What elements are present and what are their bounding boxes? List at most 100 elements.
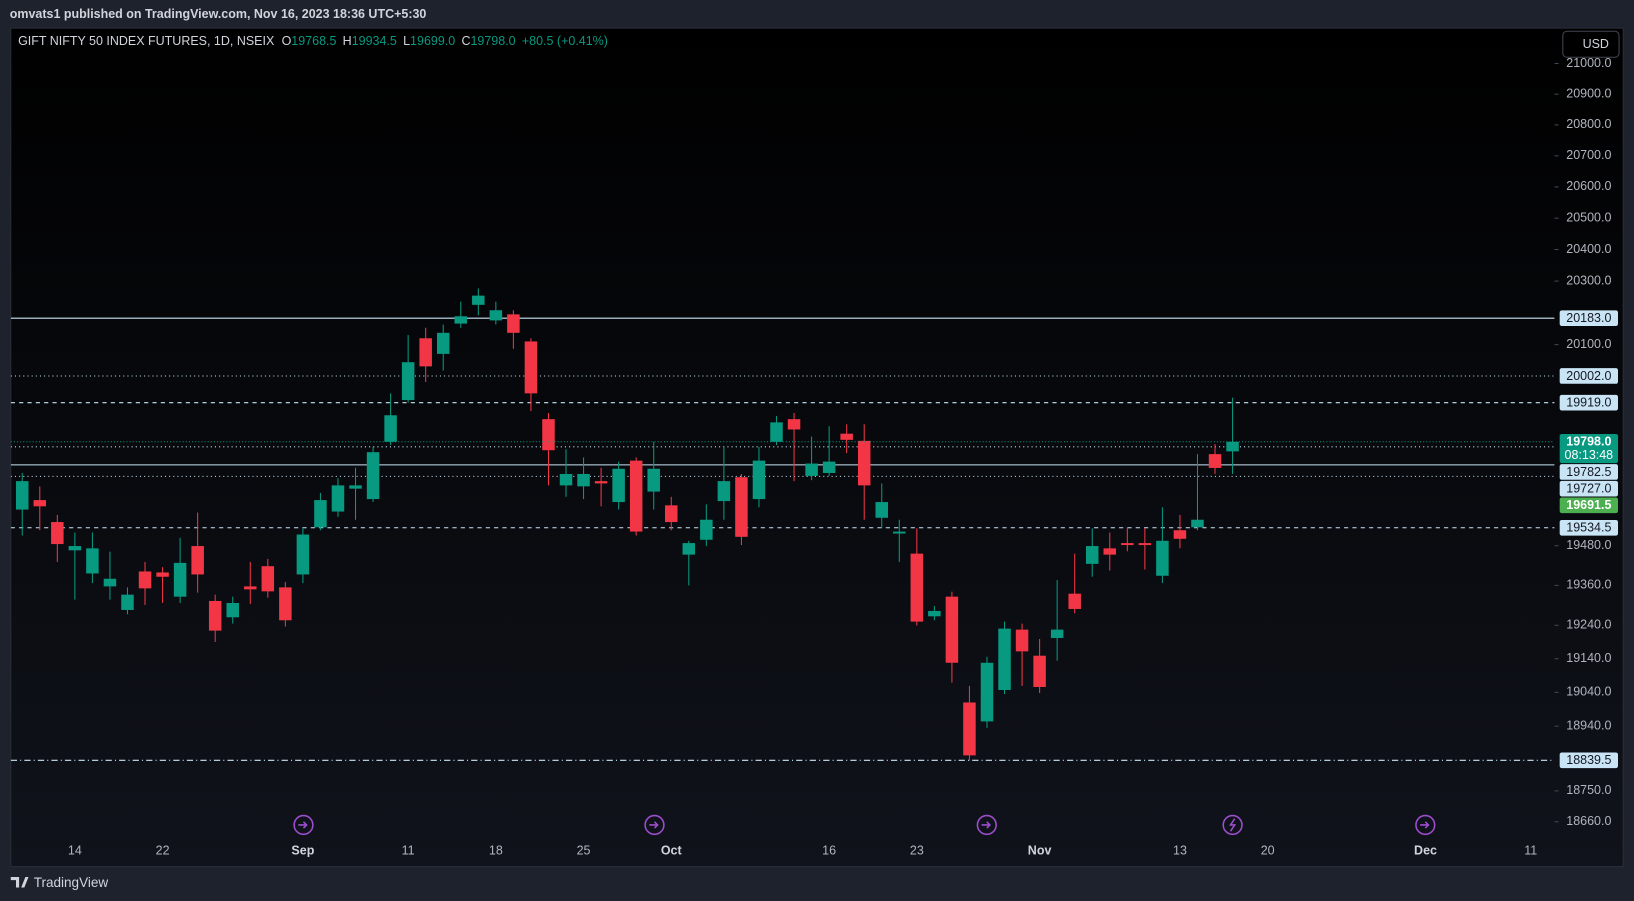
last-price-label: 19798.0 (1566, 435, 1611, 449)
candle-body (454, 316, 468, 324)
level-label-box (1559, 752, 1619, 769)
y-tick-label: 19240.0 (1566, 618, 1611, 632)
candle-body (735, 477, 748, 537)
legend-text: GIFT NIFTY 50 INDEX FUTURES, 1D, NSEIX (18, 34, 275, 48)
candle-body (647, 468, 660, 492)
candle-body (928, 610, 941, 617)
candle-body (612, 468, 625, 503)
candle-body (1015, 629, 1029, 652)
event-icon-glyph (649, 821, 659, 829)
candle-body (419, 338, 432, 367)
candle-body (998, 628, 1011, 690)
level-label: 19782.5 (1566, 465, 1611, 479)
event-icon-glyph (298, 821, 308, 829)
candle-body (173, 562, 187, 597)
event-icon[interactable] (293, 814, 314, 836)
candle-body (15, 481, 29, 510)
candle-body (261, 566, 275, 592)
y-tick-label: 20100.0 (1566, 337, 1611, 351)
legend-text: 19699.0 (410, 34, 455, 48)
candle-body (682, 543, 696, 555)
candle-body (542, 419, 555, 451)
candle-body (1138, 543, 1152, 546)
candle-body (1103, 548, 1117, 555)
candle-body (507, 314, 520, 333)
candle-body (156, 572, 169, 577)
legend-text: +80.5 (+0.41%) (522, 34, 608, 48)
candle-body (594, 481, 608, 484)
countdown: 08:13:48 (1565, 448, 1614, 462)
level-label-box (1559, 519, 1619, 536)
legend-text: H (343, 34, 352, 48)
event-icon[interactable] (1222, 814, 1243, 836)
candle-body (436, 332, 450, 354)
logo-mark (10, 877, 29, 888)
candle-body (805, 463, 818, 476)
candle-body (121, 594, 134, 610)
legend-text: O (282, 34, 292, 48)
legend-text: L (403, 34, 410, 48)
event-icon[interactable] (1415, 814, 1436, 836)
candle-body (629, 460, 643, 532)
footer-logo: TradingView (10, 875, 109, 890)
y-tick-label: 20300.0 (1566, 273, 1611, 287)
event-icon[interactable] (976, 814, 997, 836)
candle-body (1208, 454, 1222, 468)
y-tick-label: 19480.0 (1566, 538, 1611, 552)
candle-body (822, 461, 836, 473)
level-label: 19919.0 (1566, 395, 1611, 409)
level-label-box (1559, 368, 1619, 384)
x-tick-label: 22 (156, 843, 170, 857)
event-icon[interactable] (644, 814, 665, 836)
level-label: 19534.5 (1566, 521, 1611, 535)
candle-body (577, 473, 590, 487)
x-tick-label: Sep (291, 843, 314, 857)
candle-body (138, 571, 152, 589)
candle-body (857, 440, 871, 486)
candle-body (314, 500, 327, 528)
y-tick-label: 20500.0 (1566, 210, 1611, 224)
y-tick-label: 20900.0 (1566, 86, 1611, 100)
event-icon-glyph (1229, 818, 1237, 832)
x-tick-label: Nov (1028, 843, 1052, 857)
level-label: 20183.0 (1566, 311, 1611, 325)
x-tick-label: Dec (1414, 843, 1437, 857)
currency-button[interactable] (1562, 30, 1620, 58)
candle-body (86, 548, 99, 574)
candle-body (787, 419, 801, 430)
candle-body (1226, 441, 1239, 452)
candle-body (384, 415, 397, 442)
y-tick-label: 19140.0 (1566, 651, 1611, 665)
x-tick-label: Oct (661, 843, 682, 857)
candle-body (1173, 530, 1187, 539)
level-label: 20002.0 (1566, 369, 1611, 383)
legend-text: 19934.5 (352, 34, 397, 48)
candle-body (366, 452, 380, 500)
level-label: 19691.5 (1566, 498, 1611, 512)
candle-body (68, 546, 82, 551)
candle-body (1033, 655, 1046, 687)
x-tick-label: 11 (402, 843, 415, 857)
level-label-box (1559, 464, 1619, 480)
currency-label[interactable]: USD (1583, 37, 1609, 51)
y-tick-label: 18940.0 (1566, 718, 1611, 732)
candle-body (524, 341, 538, 394)
level-label-box (1559, 480, 1619, 497)
candle-body (840, 433, 853, 440)
candle-body (244, 586, 257, 590)
candle-body (51, 522, 64, 545)
level-label-box (1559, 394, 1619, 411)
x-tick-label: 11 (1524, 843, 1537, 857)
candle-body (1068, 593, 1081, 609)
candle-body (875, 502, 888, 518)
candle-body (893, 531, 906, 534)
y-tick-label: 20400.0 (1566, 242, 1611, 256)
candle-body (700, 519, 713, 540)
candle-body (279, 587, 292, 621)
candle-body (1050, 629, 1064, 638)
candle-body (208, 600, 222, 631)
brand: TradingView (34, 875, 109, 890)
candle-body (665, 505, 678, 523)
